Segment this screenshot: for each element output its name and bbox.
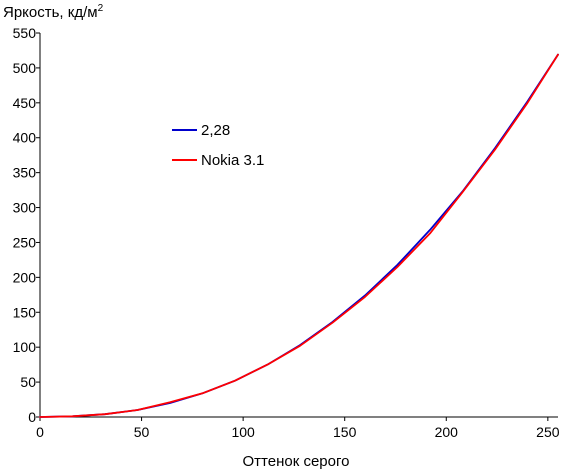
y-axis-title-main: Яркость, кд/м: [3, 4, 98, 21]
series-line-2: [39, 53, 559, 418]
series-lines: [39, 53, 559, 418]
y-tick-label: 0: [28, 409, 36, 425]
legend-label-1: 2,28: [201, 122, 230, 139]
y-tick-label: 150: [13, 304, 37, 320]
y-axis-title: Яркость, кд/м2: [3, 3, 104, 21]
axes: [39, 33, 558, 418]
y-tick-label: 200: [13, 269, 37, 285]
y-tick-label: 250: [13, 234, 37, 250]
y-tick-label: 300: [13, 200, 37, 216]
legend: 2,28 Nokia 3.1: [172, 122, 264, 169]
y-axis-ticks: 0 50 100 150 200 250 300 350 400 450 500 550: [13, 25, 40, 425]
x-tick-label: 250: [536, 424, 560, 440]
series-line-1: [39, 53, 559, 418]
y-tick-label: 100: [13, 339, 37, 355]
legend-label-2: Nokia 3.1: [201, 152, 264, 169]
y-tick-label: 500: [13, 60, 37, 76]
y-tick-label: 350: [13, 165, 37, 181]
x-tick-label: 200: [435, 424, 459, 440]
y-axis-title-superscript: 2: [98, 3, 104, 14]
x-tick-label: 100: [231, 424, 255, 440]
x-tick-label: 150: [333, 424, 357, 440]
x-axis-ticks: 0 50 100 150 200 250: [36, 417, 560, 440]
y-tick-label: 450: [13, 95, 37, 111]
y-tick-label: 550: [13, 25, 37, 41]
y-tick-label: 400: [13, 130, 37, 146]
x-tick-label: 0: [36, 424, 44, 440]
y-tick-label: 50: [20, 374, 36, 390]
x-axis-title: Оттенок серого: [243, 453, 350, 470]
x-tick-label: 50: [134, 424, 150, 440]
